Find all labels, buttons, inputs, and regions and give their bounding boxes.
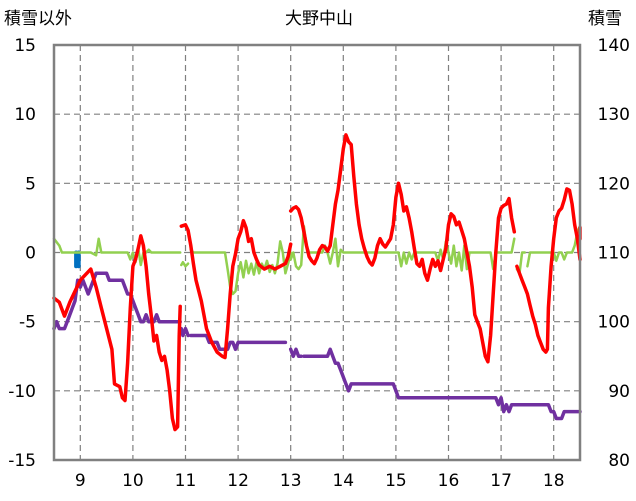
left-axis-label: 積雪以外 xyxy=(4,9,72,29)
snow_depth-series-line xyxy=(179,326,190,338)
x-tick-label: 9 xyxy=(75,471,86,491)
left-tick-label: 15 xyxy=(14,36,36,56)
snow_depth-series-line xyxy=(288,347,303,359)
x-tick-label: 18 xyxy=(543,471,565,491)
x-tick-label: 13 xyxy=(280,471,302,491)
chart-title: 大野中山 xyxy=(285,9,353,29)
left-tick-label: 0 xyxy=(25,244,36,264)
snow_depth-series-line xyxy=(52,271,182,331)
temperature-series-line xyxy=(179,218,293,360)
right-tick-label: 130 xyxy=(598,105,630,125)
snow_depth-series-line xyxy=(302,347,582,421)
right-tick-label: 120 xyxy=(598,174,630,194)
x-tick-label: 16 xyxy=(438,471,460,491)
temperature-series-line xyxy=(288,133,517,364)
left-tick-label: -10 xyxy=(8,382,36,402)
right-tick-label: 100 xyxy=(598,313,630,333)
snow_depth-series-line xyxy=(189,333,288,352)
right-tick-label: 80 xyxy=(608,451,630,471)
right-tick-label: 110 xyxy=(598,244,630,264)
x-tick-label: 12 xyxy=(227,471,249,491)
precipitation-series-line xyxy=(289,224,516,272)
right-tick-label: 140 xyxy=(598,36,630,56)
x-tick-label: 10 xyxy=(122,471,144,491)
temperature-series-line xyxy=(515,187,582,354)
x-tick-label: 14 xyxy=(332,471,354,491)
x-tick-label: 17 xyxy=(490,471,512,491)
plot-frame xyxy=(52,43,582,462)
x-tick-label: 11 xyxy=(175,471,197,491)
left-tick-label: 10 xyxy=(14,105,36,125)
left-tick-label: 5 xyxy=(25,174,36,194)
precipitation-series-line xyxy=(52,237,182,267)
precipitation-series-line xyxy=(180,260,190,268)
temperature-series-line xyxy=(52,234,182,432)
right-tick-label: 90 xyxy=(608,382,630,402)
right-axis-label: 積雪 xyxy=(588,9,622,29)
left-tick-label: -15 xyxy=(8,451,36,471)
x-tick-label: 15 xyxy=(385,471,407,491)
tick-labels: 15 10 5 0 -5 -10 -15 140 130 120 110 100 90 80 9 10 11 12… xyxy=(8,36,630,491)
left-tick-label: -5 xyxy=(19,313,36,333)
